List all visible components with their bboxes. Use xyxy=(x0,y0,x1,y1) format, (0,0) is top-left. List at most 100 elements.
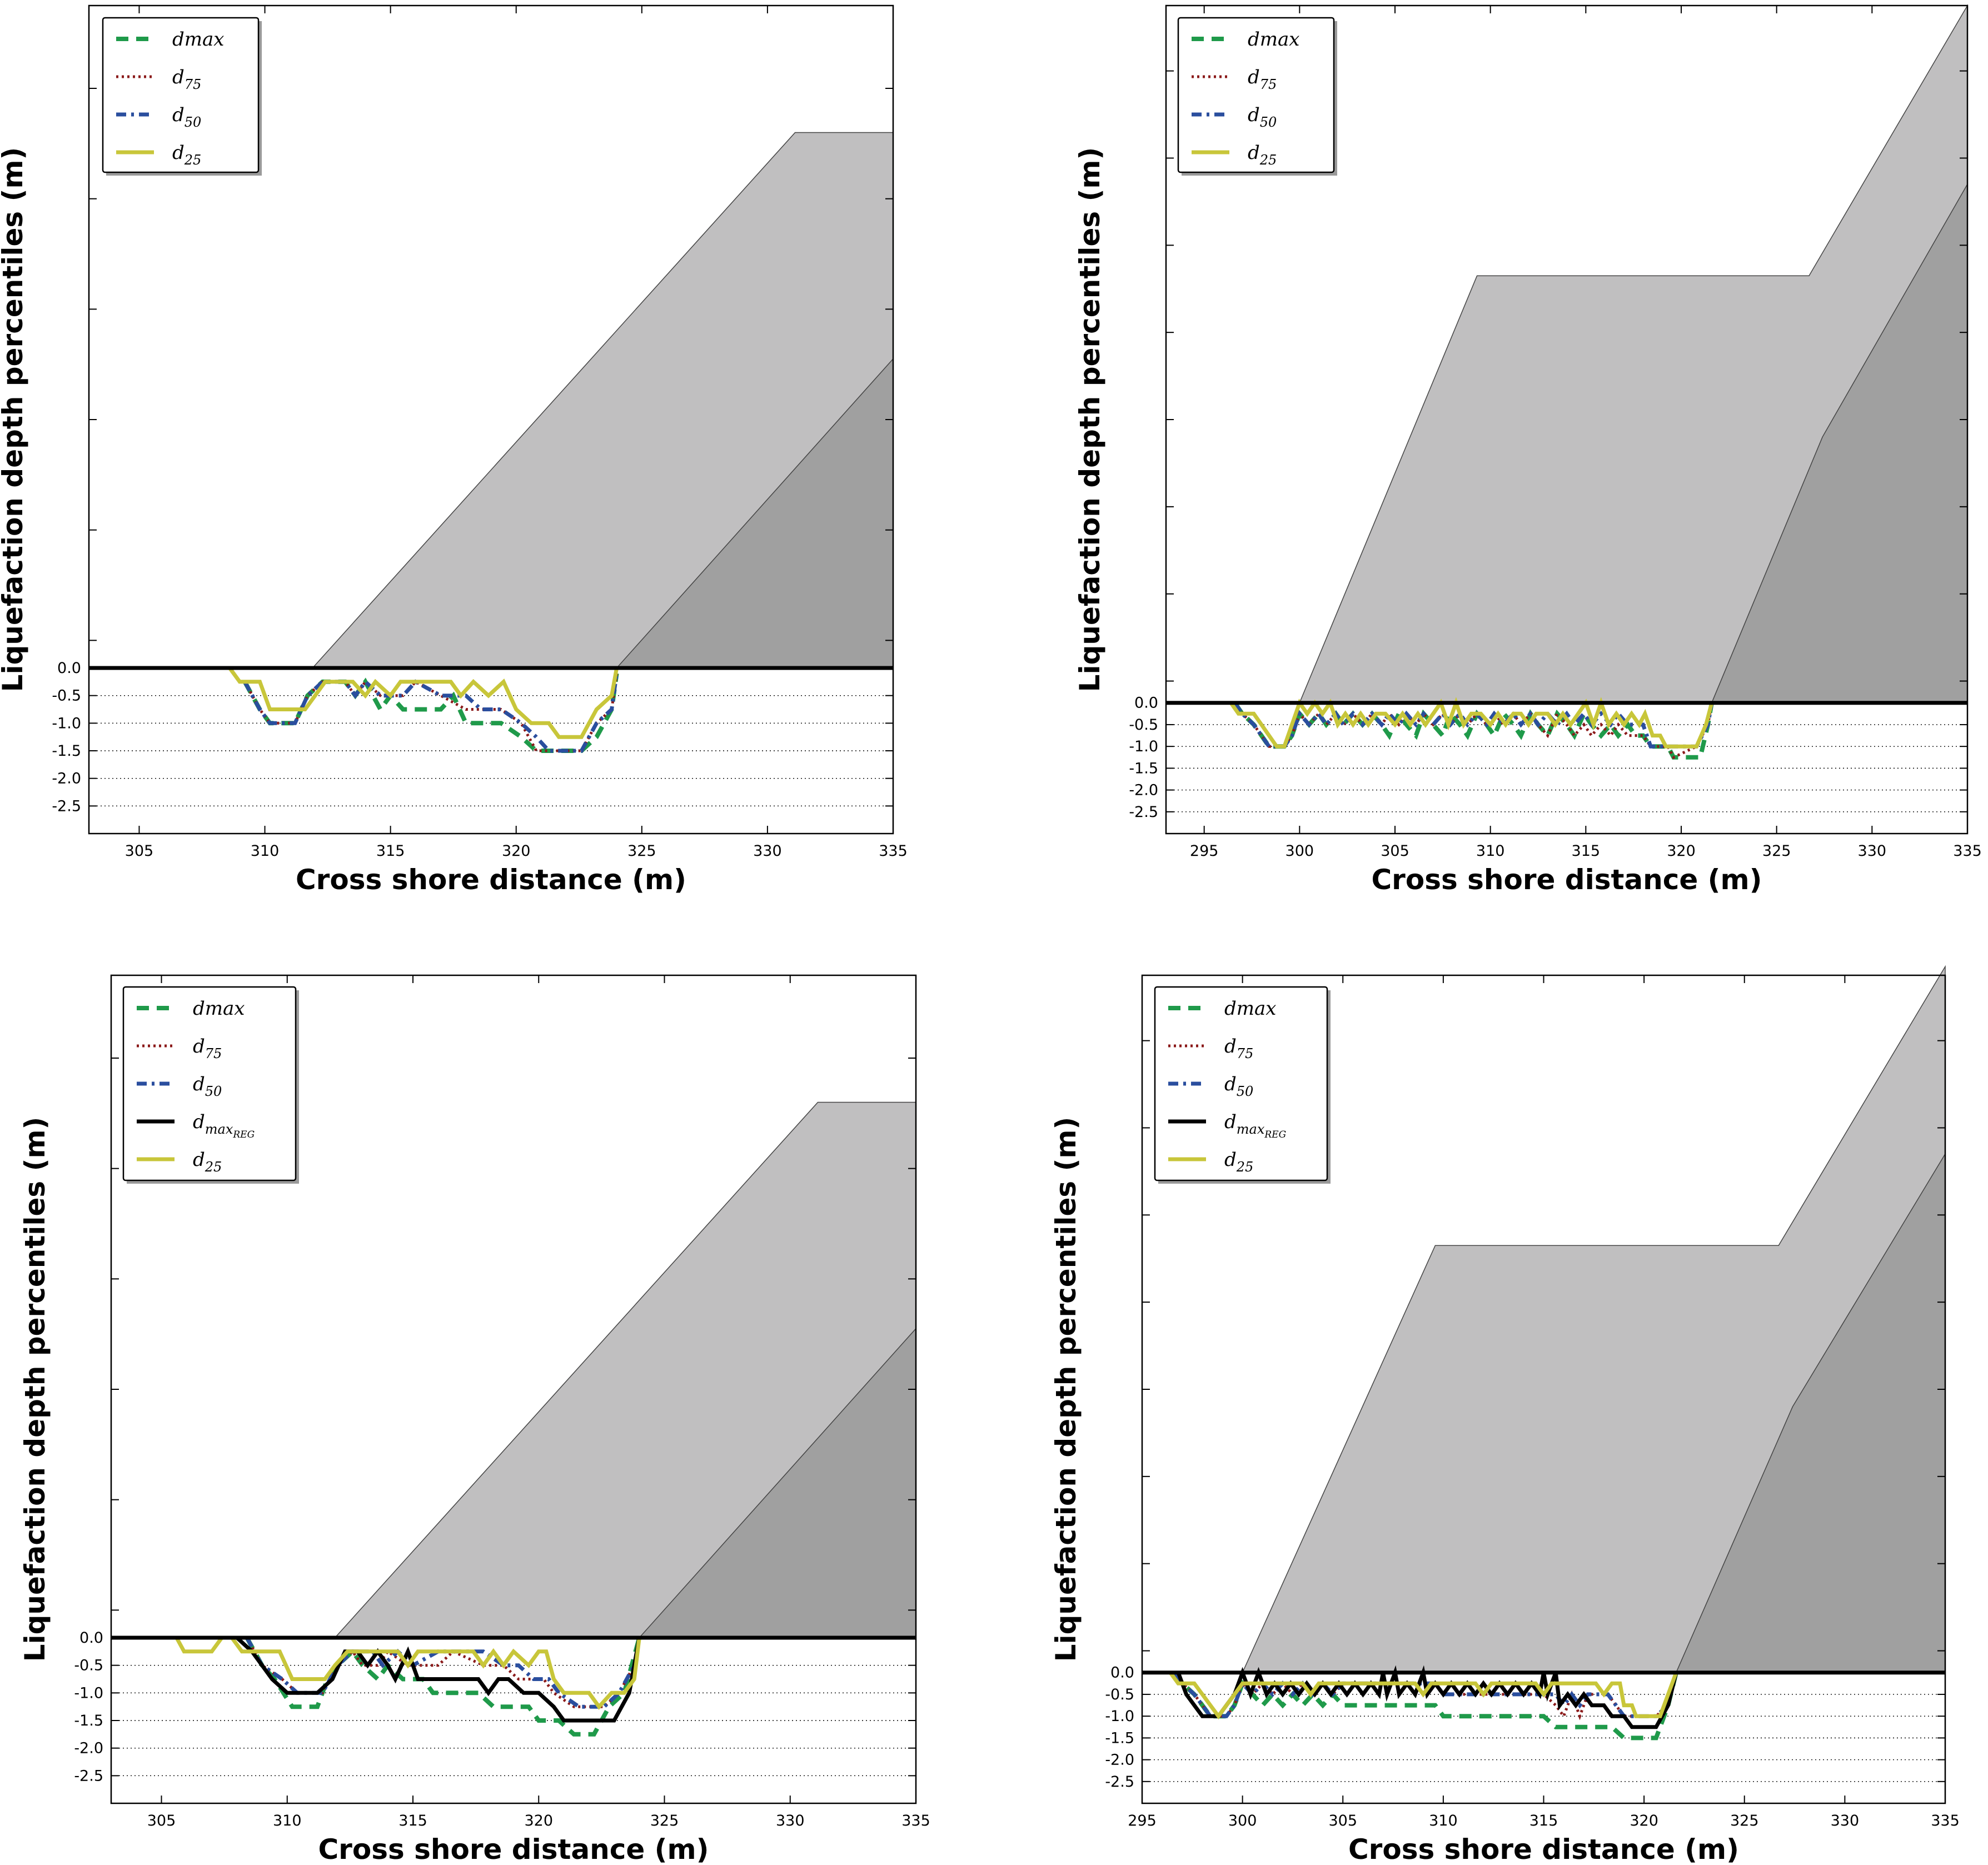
x-tick-label: 335 xyxy=(1953,842,1982,860)
y-axis-label: Liquefaction depth percentiles (m) xyxy=(19,1117,51,1662)
y-tick-label: 0.0 xyxy=(1134,695,1158,712)
y-tick-label: -2.5 xyxy=(1105,1773,1134,1791)
legend-box xyxy=(122,986,297,1181)
y-tick-label: -1.5 xyxy=(52,742,81,760)
x-tick-label: 325 xyxy=(1762,842,1791,860)
legend: dmax d75 d50 dmaxREG d25 xyxy=(1154,986,1331,1184)
x-tick-label: 300 xyxy=(1228,1812,1257,1829)
legend-label-d75: d75 xyxy=(172,66,201,92)
x-tick-label: 335 xyxy=(901,1812,930,1829)
y-tick-label: -0.5 xyxy=(1129,716,1158,734)
chart-panel-1: 305 310 315 320 325 330 335 0.0 -0.5 -1.0 -1.5 -2.0… xyxy=(0,4,908,896)
x-tick-label: 310 xyxy=(1429,1812,1458,1829)
chart-panel-2: 295 300 305 310 315 320 325 330 335 0.0 -0.5 -1.0 -1… xyxy=(1074,4,1982,896)
x-axis-label: Cross shore distance (m) xyxy=(318,1833,709,1863)
legend-label-d50: d50 xyxy=(193,1073,222,1099)
legend-label-d25: d25 xyxy=(193,1149,222,1175)
y-tick-label: 0.0 xyxy=(1110,1664,1134,1682)
x-tick-label: 330 xyxy=(1858,842,1887,860)
legend-label-dmax: dmax xyxy=(1224,998,1276,1020)
legend: dmax d75 d50 d25 xyxy=(102,17,262,176)
legend-label-dmaxREG: dmaxREG xyxy=(193,1111,255,1140)
x-tick-label: 320 xyxy=(524,1812,553,1829)
x-axis-label: Cross shore distance (m) xyxy=(1371,864,1762,896)
x-tick-label: 315 xyxy=(1572,842,1601,860)
x-tick-label: 330 xyxy=(776,1812,805,1829)
y-tick-label: 0.0 xyxy=(79,1629,103,1647)
y-axis-label: Liquefaction depth percentiles (m) xyxy=(1074,147,1106,692)
x-tick-label: 315 xyxy=(398,1812,427,1829)
legend: dmax d75 d50 d25 xyxy=(1177,17,1337,176)
y-tick-label: -1.0 xyxy=(1105,1708,1134,1725)
y-tick-label: -1.0 xyxy=(74,1684,103,1702)
y-tick-label: -2.5 xyxy=(1129,804,1158,821)
x-tick-label: 295 xyxy=(1190,842,1219,860)
y-tick-label: -0.5 xyxy=(1105,1686,1134,1703)
x-axis-label: Cross shore distance (m) xyxy=(296,864,686,896)
series-dmaxREG xyxy=(1176,1665,1678,1729)
legend-label-d50: d50 xyxy=(1248,104,1277,130)
x-tick-label: 310 xyxy=(1476,842,1505,860)
legend-label-d75: d75 xyxy=(193,1035,222,1061)
series-d25 xyxy=(1168,1671,1678,1720)
y-tick-label: -1.5 xyxy=(1105,1729,1134,1747)
x-tick-label: 300 xyxy=(1286,842,1314,860)
x-tick-label: 305 xyxy=(125,842,154,860)
legend-label-d75: d75 xyxy=(1224,1035,1253,1061)
x-tick-label: 330 xyxy=(753,842,782,860)
x-tick-label: 310 xyxy=(251,842,280,860)
y-tick-label: -2.0 xyxy=(1105,1752,1134,1769)
legend-label-d50: d50 xyxy=(172,104,201,130)
y-tick-label: 0.0 xyxy=(57,660,81,677)
y-tick-label: -2.5 xyxy=(52,797,81,815)
legend-label-d75: d75 xyxy=(1248,66,1277,92)
y-axis-label: Liquefaction depth percentiles (m) xyxy=(0,147,29,692)
series-dmax xyxy=(245,1637,642,1737)
x-tick-label: 320 xyxy=(1667,842,1696,860)
x-tick-label: 320 xyxy=(1630,1812,1658,1829)
x-tick-label: 315 xyxy=(1529,1812,1558,1829)
x-tick-label: 315 xyxy=(376,842,405,860)
x-tick-label: 335 xyxy=(879,842,908,860)
y-tick-label: -1.5 xyxy=(74,1712,103,1729)
legend-label-d50: d50 xyxy=(1224,1073,1253,1099)
series-d25 xyxy=(228,666,619,739)
y-tick-label: -0.5 xyxy=(74,1657,103,1674)
x-tick-label: 310 xyxy=(273,1812,302,1829)
legend-label-d25: d25 xyxy=(1224,1149,1253,1175)
x-tick-label: 335 xyxy=(1931,1812,1960,1829)
y-tick-label: -2.0 xyxy=(74,1740,103,1757)
chart-panel-3: 305 310 315 320 325 330 335 0.0 -0.5 -1.0 -1.5 -2.0… xyxy=(19,974,930,1865)
x-tick-label: 305 xyxy=(147,1812,176,1829)
legend-box xyxy=(1154,986,1328,1181)
legend-box xyxy=(102,17,260,173)
legend-label-dmax: dmax xyxy=(193,998,245,1020)
y-tick-label: -2.0 xyxy=(1129,782,1158,799)
y-tick-label: -2.0 xyxy=(52,770,81,787)
legend-label-d25: d25 xyxy=(172,142,201,168)
legend-label-dmax: dmax xyxy=(172,28,224,51)
x-tick-label: 305 xyxy=(1328,1812,1357,1829)
x-tick-label: 320 xyxy=(502,842,531,860)
x-axis-label: Cross shore distance (m) xyxy=(1348,1833,1739,1863)
x-tick-label: 305 xyxy=(1381,842,1409,860)
legend-label-dmax: dmax xyxy=(1248,28,1299,51)
y-tick-label: -2.5 xyxy=(74,1767,103,1784)
x-tick-label: 325 xyxy=(627,842,656,860)
legend: dmax d75 d50 dmaxREG d25 xyxy=(122,986,299,1184)
y-tick-label: -1.5 xyxy=(1129,760,1158,777)
y-tick-label: -1.0 xyxy=(1129,738,1158,755)
series-dmaxREG xyxy=(235,1636,641,1723)
x-tick-label: 330 xyxy=(1831,1812,1860,1829)
chart-panel-4: 295 300 305 310 315 320 325 330 335 0.0 -0.5 -1.0 -1… xyxy=(1050,965,1960,1865)
legend-box xyxy=(1177,17,1335,173)
x-tick-label: 325 xyxy=(1730,1812,1759,1829)
y-tick-label: -0.5 xyxy=(52,687,81,705)
legend-label-d25: d25 xyxy=(1248,142,1277,168)
y-axis-label: Liquefaction depth percentiles (m) xyxy=(1050,1117,1082,1662)
series-d25 xyxy=(175,1635,641,1710)
x-tick-label: 295 xyxy=(1128,1812,1157,1829)
legend-label-dmaxREG: dmaxREG xyxy=(1224,1111,1286,1140)
x-tick-label: 325 xyxy=(650,1812,679,1829)
